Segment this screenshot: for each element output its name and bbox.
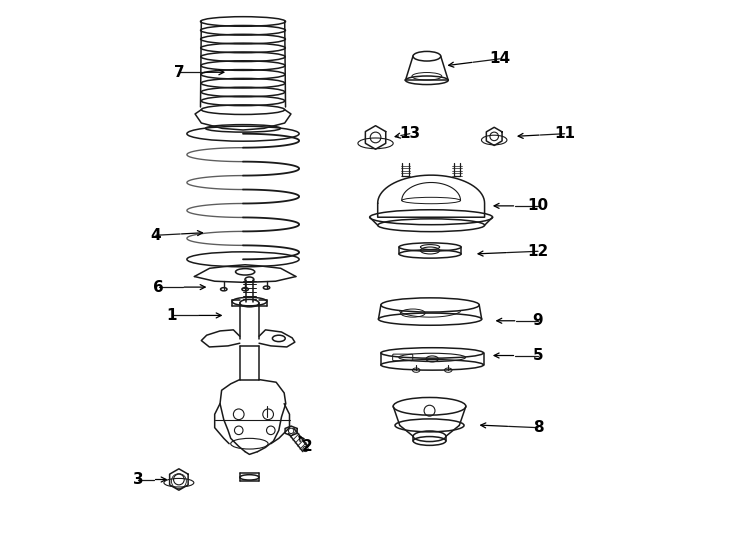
Text: 3: 3 [133, 472, 144, 487]
Text: 10: 10 [528, 198, 548, 213]
Text: 11: 11 [554, 126, 575, 141]
Text: 5: 5 [533, 348, 543, 363]
Text: 6: 6 [153, 280, 164, 295]
Text: 8: 8 [533, 420, 543, 435]
Text: 1: 1 [167, 308, 177, 323]
Text: 7: 7 [173, 65, 184, 80]
Text: 12: 12 [528, 244, 548, 259]
Text: 13: 13 [399, 126, 421, 141]
Text: 4: 4 [150, 228, 161, 243]
Text: 14: 14 [489, 51, 510, 66]
Text: 9: 9 [533, 313, 543, 328]
Text: 2: 2 [302, 439, 313, 454]
